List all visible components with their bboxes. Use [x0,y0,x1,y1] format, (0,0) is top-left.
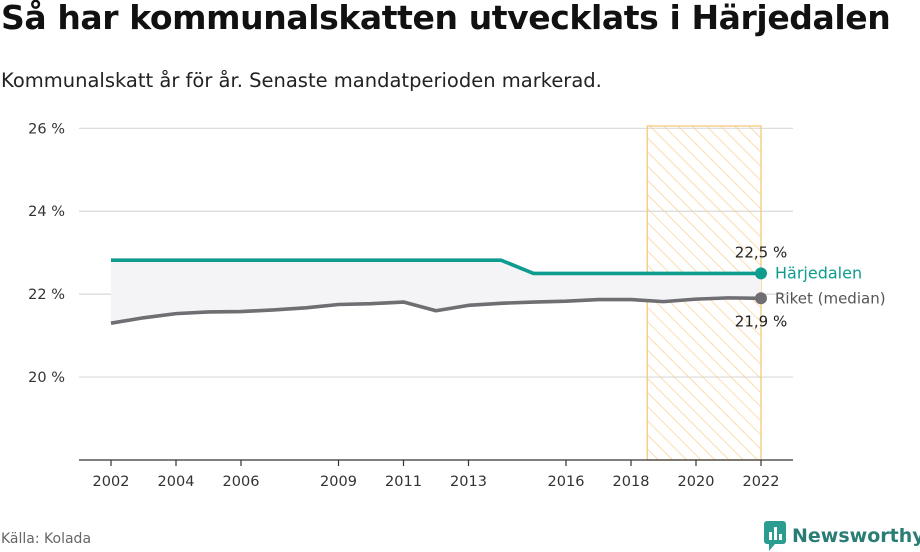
y-tick-label: 24 % [28,204,65,220]
x-tick-label: 2018 [613,474,650,490]
brand-logo: Newsworthy [764,520,920,552]
harjedalen-legend-label: Härjedalen [775,263,862,282]
difference-band-area [111,260,761,324]
x-tick-label: 2013 [450,474,487,490]
x-tick-label: 2009 [320,474,357,490]
x-tick-label: 2016 [548,474,585,490]
x-tick-label: 2006 [223,474,260,490]
harjedalen-line [111,258,761,276]
y-tick-label: 22 % [28,287,65,303]
line-chart: 20 % 22 % 24 % 26 % 2002 2004 2006 2009 2011 2013… [28,121,886,490]
y-tick-label: 20 % [28,370,65,386]
harjedalen-value-label: 22,5 % [735,243,787,261]
axes: 20 % 22 % 24 % 26 % 2002 2004 2006 2009 2011 2013… [28,121,793,490]
x-tick-label: 2020 [678,474,715,490]
riket-legend-label: Riket (median) [775,289,886,307]
riket-end-dot [755,292,767,305]
x-tick-label: 2002 [93,474,130,490]
chart-title: Så har kommunalskatten utvecklats i Härj… [1,0,891,37]
newsworthy-logo-icon [764,521,786,551]
series-labels: 22,5 % Härjedalen Riket (median) 21,9 % [735,243,886,330]
x-tick-label: 2004 [158,474,195,490]
series-lines [110,258,767,325]
source-note: Källa: Kolada [1,531,92,547]
riket-median-line [110,296,762,325]
difference-band [111,260,761,324]
riket-value-label: 21,9 % [735,312,787,330]
harjedalen-end-dot [755,267,767,280]
chart-subtitle: Kommunalskatt år för år. Senaste mandatp… [1,69,602,92]
y-tick-label: 26 % [28,121,65,137]
x-tick-label: 2011 [385,474,422,490]
brand-name: Newsworthy [792,525,920,547]
x-tick-label: 2022 [743,474,780,490]
